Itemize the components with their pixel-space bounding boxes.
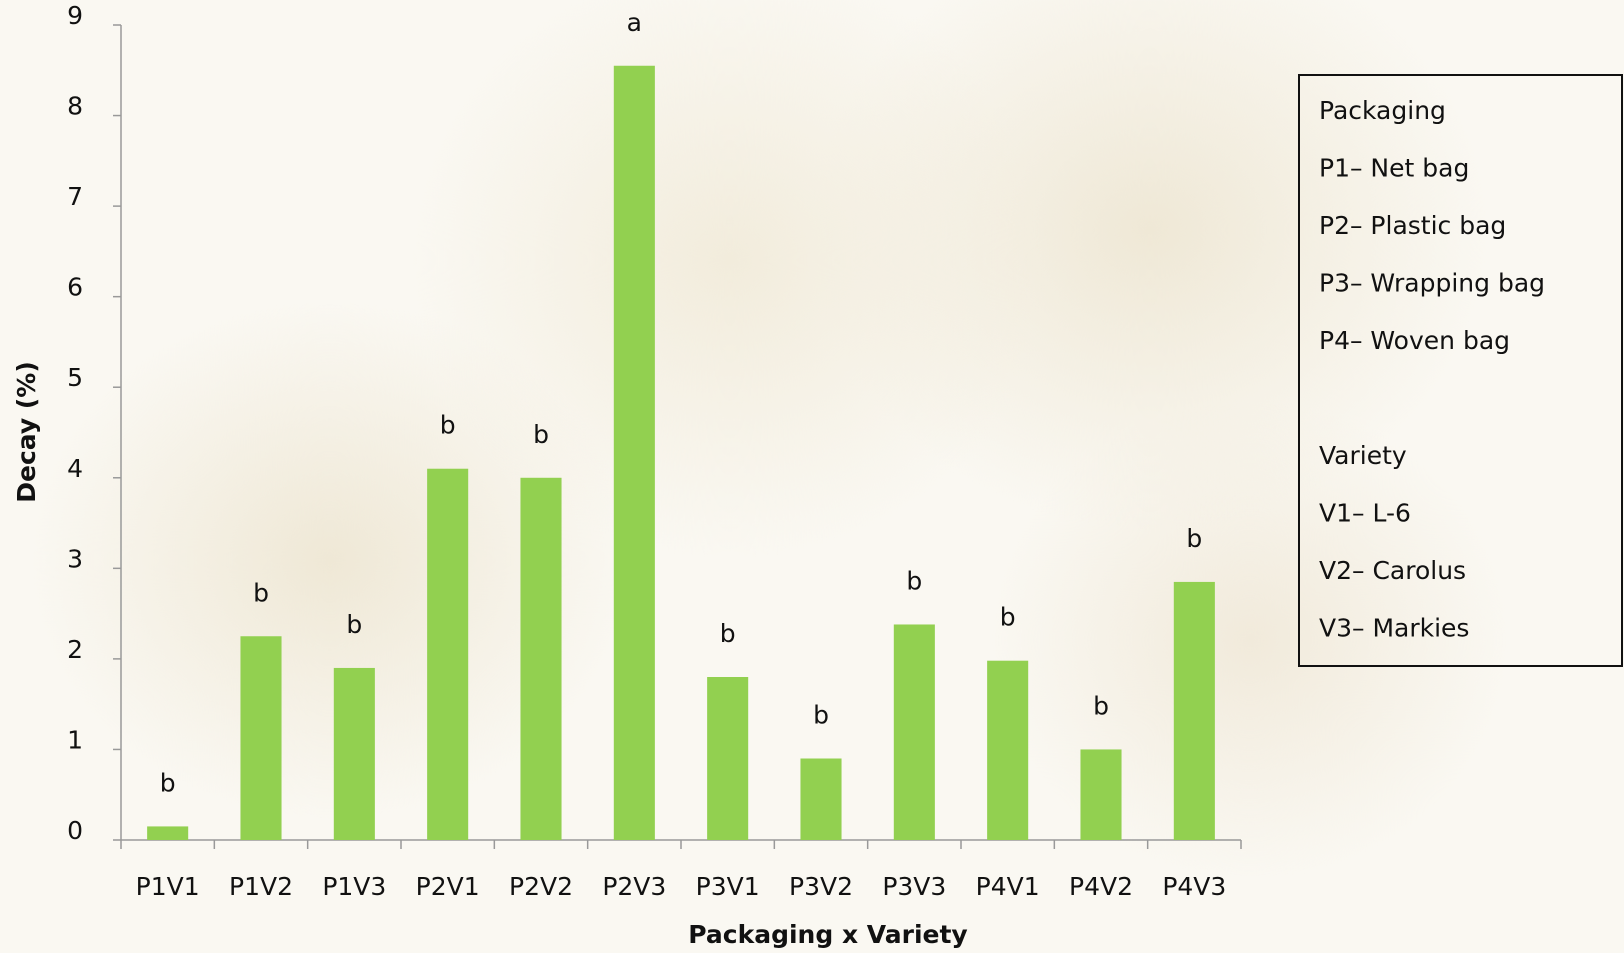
significance-letter: b [160,768,176,797]
x-tick-label: P3V2 [789,872,853,901]
x-tick-label: P3V3 [882,872,946,901]
y-tick-label: 6 [67,273,83,302]
bar [240,636,282,840]
x-tick-label: P4V3 [1162,872,1226,901]
x-axis-label: Packaging x Variety [688,920,967,949]
bar [333,667,375,840]
legend-text: V2– Carolus [1319,556,1466,585]
x-tick-label: P2V3 [602,872,666,901]
significance-letter: b [440,411,456,440]
x-tick-label: P1V2 [229,872,293,901]
bar [520,477,562,840]
bar [1173,581,1215,840]
y-tick-label: 3 [67,544,83,573]
bar [893,624,935,840]
y-axis-label: Decay (%) [12,361,41,503]
y-tick-label: 4 [67,454,83,483]
legend-text: Packaging [1319,96,1446,125]
legend-text: V3– Markies [1319,614,1469,643]
legend-text: P3– Wrapping bag [1319,269,1545,298]
bar [613,65,655,840]
significance-letter: b [253,578,269,607]
bar [427,468,469,840]
bar [707,677,749,840]
y-tick-label: 8 [67,92,83,121]
y-tick-label: 7 [67,182,83,211]
significance-letter: a [627,8,642,37]
x-tick-label: P1V3 [322,872,386,901]
y-tick-label: 5 [67,363,83,392]
significance-letter: b [1093,691,1109,720]
y-tick-label: 0 [67,816,83,845]
significance-letter: b [813,701,829,730]
bar [147,826,189,840]
legend-text: P2– Plastic bag [1319,211,1506,240]
x-tick-label: P1V1 [136,872,200,901]
bar [800,758,842,840]
legend-box [1298,74,1623,667]
bar [1080,749,1122,840]
legend-text: Variety [1319,441,1407,470]
x-tick-label: P2V1 [416,872,480,901]
significance-letter: b [533,420,549,449]
bar [987,660,1029,840]
significance-letter: b [346,610,362,639]
significance-letter: b [720,619,736,648]
y-tick-label: 2 [67,635,83,664]
x-tick-label: P2V2 [509,872,573,901]
x-tick-label: P3V1 [696,872,760,901]
legend-text: V1– L-6 [1319,499,1411,528]
legend-text: P1– Net bag [1319,154,1469,183]
y-tick-label: 9 [67,1,83,30]
significance-letter: b [1186,524,1202,553]
y-tick-label: 1 [67,725,83,754]
legend-text: P4– Woven bag [1319,326,1510,355]
significance-letter: b [906,566,922,595]
x-tick-label: P4V1 [976,872,1040,901]
significance-letter: b [1000,603,1016,632]
x-tick-label: P4V2 [1069,872,1133,901]
